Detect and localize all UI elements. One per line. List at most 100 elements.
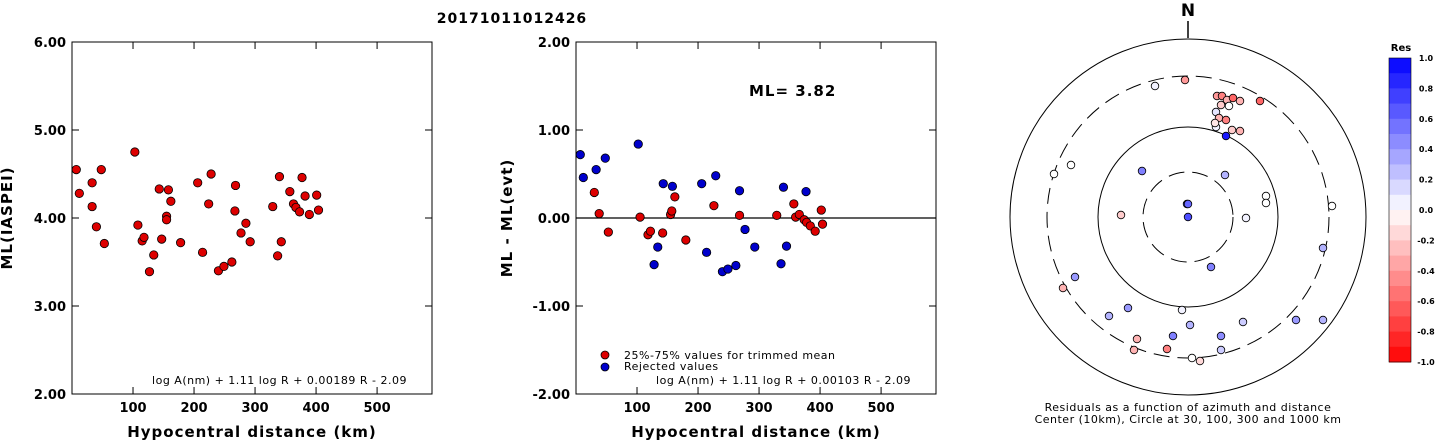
- x-tick-label: 100: [623, 401, 650, 416]
- north-label: N: [1181, 1, 1195, 21]
- data-point: [276, 237, 286, 247]
- colorbar-title: Res: [1391, 43, 1411, 54]
- data-point: [701, 247, 712, 257]
- colorbar-tick-label: -0.8: [1417, 328, 1435, 337]
- data-point: [130, 147, 140, 157]
- data-point: [810, 226, 820, 236]
- data-point: [133, 220, 143, 230]
- data-point: [166, 196, 176, 206]
- data-point: [594, 209, 604, 219]
- colorbar-cell: [1389, 240, 1411, 257]
- data-point: [670, 192, 680, 202]
- x-tick-label: 100: [119, 401, 146, 416]
- colorbar-cell: [1389, 58, 1411, 74]
- data-point: [578, 172, 588, 183]
- data-point: [163, 185, 174, 195]
- residual-point: [1235, 126, 1245, 136]
- residual-point: [1216, 331, 1226, 341]
- colorbar-tick-label: -0.4: [1417, 267, 1435, 276]
- data-point: [206, 169, 216, 179]
- x-axis-label: Hypocentral distance (km): [631, 423, 881, 441]
- residual-point: [1241, 213, 1251, 223]
- residual-point: [1132, 334, 1142, 344]
- data-point: [219, 261, 229, 271]
- data-point: [96, 165, 106, 175]
- colorbar-tick-label: 0.0: [1419, 206, 1434, 215]
- data-point: [681, 235, 691, 245]
- data-point: [740, 224, 750, 235]
- x-tick-label: 300: [745, 401, 772, 416]
- data-point: [99, 238, 109, 249]
- residual-point: [1228, 93, 1238, 103]
- residual-point: [1058, 283, 1068, 293]
- data-points: [71, 147, 324, 277]
- colorbar-tick-label: -0.6: [1417, 297, 1435, 306]
- colorbar-cell: [1389, 316, 1411, 333]
- data-point: [71, 165, 81, 175]
- data-point: [697, 179, 707, 189]
- data-point: [268, 201, 278, 212]
- colorbar-cell: [1389, 270, 1411, 287]
- residual-point: [1066, 160, 1076, 170]
- data-point: [227, 257, 237, 267]
- residual-point: [1070, 272, 1080, 282]
- data-point: [304, 209, 314, 220]
- y-tick-label: 6.00: [34, 36, 66, 51]
- data-point: [789, 199, 799, 209]
- colorbar-cell: [1389, 164, 1411, 181]
- ring-30km: [1142, 171, 1234, 263]
- colorbar-cell: [1389, 255, 1411, 272]
- x-tick-label: 400: [302, 401, 329, 416]
- legend-marker-trimmed: [600, 350, 610, 360]
- residual-point: [1123, 303, 1133, 313]
- residual-point: [1104, 311, 1114, 321]
- data-point: [734, 210, 745, 220]
- colorbar-tick-label: 0.2: [1419, 176, 1433, 185]
- data-point: [149, 250, 159, 260]
- residual-point: [1183, 199, 1193, 209]
- colorbar-cell: [1389, 149, 1411, 165]
- residual-point: [1116, 210, 1126, 220]
- residual-point: [1235, 96, 1245, 106]
- data-points: [575, 139, 828, 277]
- residual-point: [1168, 331, 1178, 341]
- legend-label-trimmed: 25%-75% values for trimmed mean: [624, 349, 836, 362]
- data-point: [313, 205, 324, 215]
- panel-residuals: -2.00 -1.00 0.00 1.00 2.00 100 200 300 400 500 M…: [498, 36, 937, 441]
- data-point: [241, 218, 251, 228]
- colorbar-cell: [1389, 210, 1411, 226]
- data-point: [649, 260, 659, 270]
- x-tick-label: 200: [180, 401, 207, 416]
- data-point: [772, 210, 782, 220]
- residual-point: [1216, 345, 1226, 355]
- data-point: [87, 201, 97, 212]
- figure-title: 20171011012426: [437, 11, 587, 27]
- y-tick-label: 0.00: [538, 212, 570, 227]
- residual-point: [1206, 262, 1216, 272]
- x-axis-label: Hypocentral distance (km): [127, 423, 377, 441]
- colorbar-cell: [1389, 331, 1411, 348]
- x-tick-label: 500: [364, 401, 391, 416]
- data-point: [230, 206, 240, 216]
- colorbar-tick-label: 0.4: [1419, 145, 1434, 154]
- data-point: [157, 234, 167, 244]
- residual-points: [1049, 75, 1337, 366]
- residual-point: [1183, 212, 1193, 222]
- y-tick-label: -2.00: [533, 388, 570, 403]
- colorbar-cell: [1389, 301, 1411, 317]
- data-point: [781, 241, 792, 251]
- x-tick-label: 200: [684, 401, 711, 416]
- data-point: [603, 227, 613, 237]
- data-point: [801, 187, 811, 197]
- data-point: [236, 228, 246, 238]
- y-tick-labels: 2.00 3.00 4.00 5.00 6.00: [34, 36, 432, 403]
- data-point: [635, 212, 645, 222]
- data-point: [667, 181, 678, 191]
- x-tick-labels: 100 200 300 400 500: [623, 42, 895, 416]
- data-point: [312, 190, 322, 200]
- data-point: [139, 232, 149, 242]
- legend-marker-rejected: [600, 362, 610, 372]
- legend-label-rejected: Rejected values: [624, 360, 719, 373]
- colorbar-cell: [1389, 286, 1411, 302]
- colorbar-cells: [1389, 58, 1411, 363]
